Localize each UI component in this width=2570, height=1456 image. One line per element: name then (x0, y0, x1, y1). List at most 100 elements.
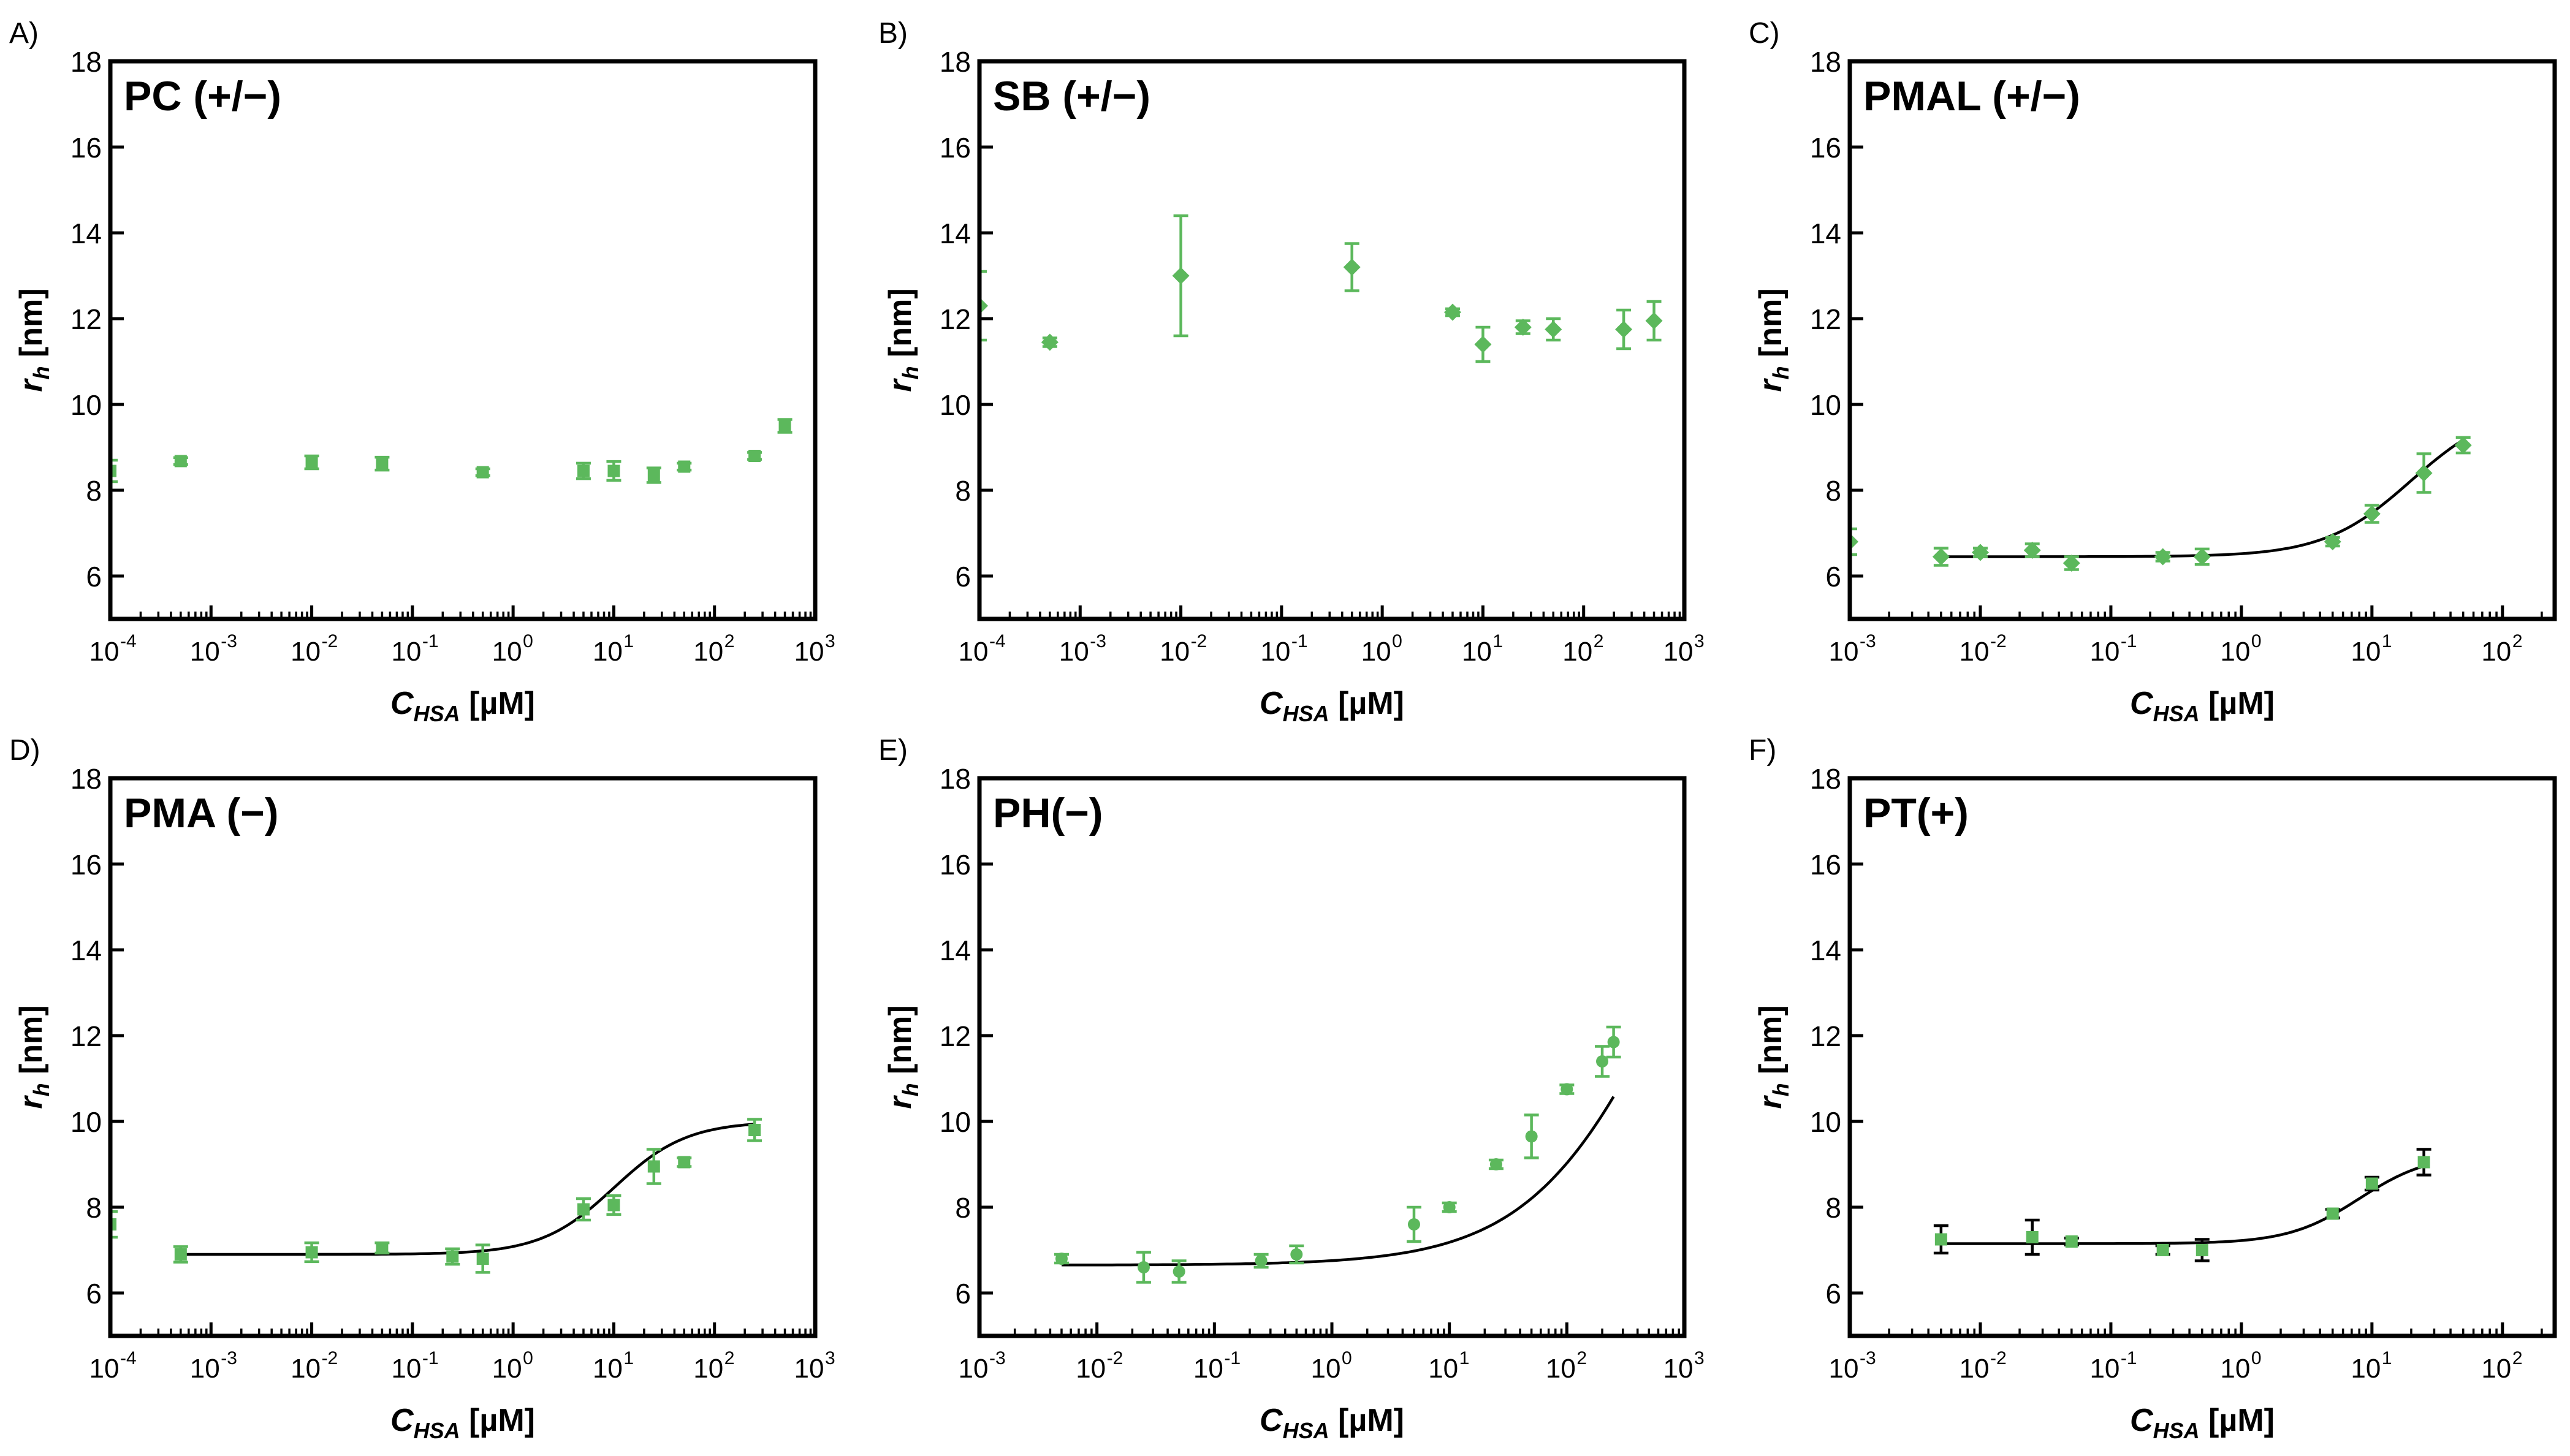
x-tick-label-exponent: -1 (422, 631, 439, 651)
data-point (2024, 1218, 2040, 1256)
data-point (777, 418, 793, 434)
marker (476, 466, 489, 479)
x-tick-label: 10 (1546, 1354, 1576, 1384)
y-axis-label: rh [nm] (1753, 1005, 1793, 1109)
x-tick-label-exponent: 3 (825, 631, 835, 651)
x-tick-label: 10 (1663, 1354, 1694, 1384)
data-point (2023, 542, 2041, 559)
marker (1645, 312, 1663, 330)
data-point (606, 460, 622, 482)
y-axis-label: rh [nm] (883, 1005, 923, 1109)
data-point (2454, 436, 2472, 455)
data-point (747, 450, 762, 462)
y-tick-label: 8 (1825, 475, 1841, 507)
marker (1474, 336, 1492, 353)
marker (1041, 333, 1059, 351)
x-tick-label: 10 (2089, 1354, 2119, 1384)
fit-curve (1062, 1096, 1615, 1267)
y-tick-label: 14 (940, 935, 971, 966)
data-point (677, 1156, 692, 1169)
x-tick-label: 10 (1428, 1354, 1458, 1384)
marker (607, 464, 620, 477)
x-tick-label-exponent: 0 (2251, 1348, 2262, 1368)
fit-curve (180, 1123, 755, 1256)
x-tick-label-exponent: -2 (1990, 631, 2007, 651)
x-tick-label-exponent: -3 (221, 631, 237, 651)
marker (2417, 1156, 2430, 1169)
x-tick-label: 10 (2220, 637, 2250, 667)
x-tick-label-exponent: 1 (1492, 631, 1503, 651)
data-point (1488, 1158, 1504, 1170)
data-point (304, 1241, 319, 1264)
panel-title: PH(−) (993, 790, 1103, 836)
marker (678, 1156, 691, 1169)
marker (2023, 542, 2041, 559)
data-point (1171, 1259, 1187, 1284)
data-point (173, 455, 188, 468)
data-point (1136, 1251, 1151, 1284)
x-tick-label: 10 (89, 637, 120, 667)
y-tick-label: 14 (1810, 935, 1841, 966)
x-tick-label-exponent: -1 (422, 1348, 439, 1368)
x-axis-label: CHSA [µM] (1260, 1403, 1404, 1443)
y-tick-label: 12 (70, 1020, 102, 1052)
x-tick-label: 10 (1361, 637, 1391, 667)
data-point (374, 455, 390, 472)
marker (1545, 320, 1562, 338)
marker (577, 464, 590, 477)
x-tick-label: 10 (2351, 1354, 2381, 1384)
x-tick-label-exponent: 2 (1594, 631, 1604, 651)
x-tick-label: 10 (1829, 637, 1859, 667)
x-tick-label-exponent: 1 (2382, 1348, 2392, 1368)
data-point (110, 1210, 118, 1239)
marker (1443, 1201, 1456, 1213)
x-tick-label: 10 (959, 1354, 989, 1384)
data-point (2415, 452, 2433, 494)
marker (1443, 303, 1461, 321)
y-tick-label: 8 (955, 1192, 971, 1224)
y-tick-label: 14 (1810, 218, 1841, 249)
data-point (475, 1243, 490, 1274)
x-tick-label: 10 (2351, 637, 2381, 667)
y-tick-label: 18 (70, 46, 102, 78)
data-point (677, 460, 692, 473)
marker (1137, 1261, 1150, 1273)
x-axis-label: CHSA [µM] (2130, 686, 2275, 726)
y-tick-label: 18 (1810, 763, 1841, 795)
x-tick-label: 10 (291, 1354, 321, 1384)
x-tick-label-exponent: -1 (2121, 1348, 2137, 1368)
y-tick-label: 6 (86, 561, 102, 593)
data-point (475, 466, 490, 479)
marker (778, 420, 791, 432)
panel-title: PT(+) (1863, 790, 1969, 836)
x-tick-label-exponent: -2 (322, 631, 338, 651)
y-tick-label: 16 (1810, 849, 1841, 881)
panel-letter: F) (1749, 734, 1776, 767)
y-tick-label: 12 (1810, 1020, 1841, 1052)
x-tick-label: 10 (1311, 1354, 1341, 1384)
y-tick-label: 6 (955, 1278, 971, 1310)
y-tick-label: 16 (70, 849, 102, 881)
x-tick-label-exponent: 3 (825, 1348, 835, 1368)
x-tick-label: 10 (2481, 1354, 2511, 1384)
x-tick-label-exponent: 1 (2382, 631, 2392, 651)
x-tick-label-exponent: -1 (1224, 1348, 1241, 1368)
data-point (576, 461, 591, 480)
x-tick-label-exponent: 0 (1342, 1348, 1352, 1368)
y-tick-label: 14 (70, 935, 102, 966)
x-axis-label: CHSA [µM] (390, 686, 535, 726)
x-tick-label-exponent: 2 (724, 631, 735, 651)
marker (476, 1253, 489, 1265)
marker (2415, 464, 2433, 482)
data-point (1443, 303, 1461, 321)
x-tick-label: 10 (492, 637, 522, 667)
marker (577, 1203, 590, 1216)
y-tick-label: 6 (1825, 561, 1841, 593)
x-axis-label: CHSA [µM] (2130, 1403, 2275, 1443)
x-tick-label-exponent: -3 (1860, 1348, 1876, 1368)
x-tick-label-exponent: -4 (120, 1348, 137, 1368)
y-tick-label: 16 (70, 132, 102, 164)
x-tick-label: 10 (693, 637, 723, 667)
data-point (576, 1197, 591, 1222)
